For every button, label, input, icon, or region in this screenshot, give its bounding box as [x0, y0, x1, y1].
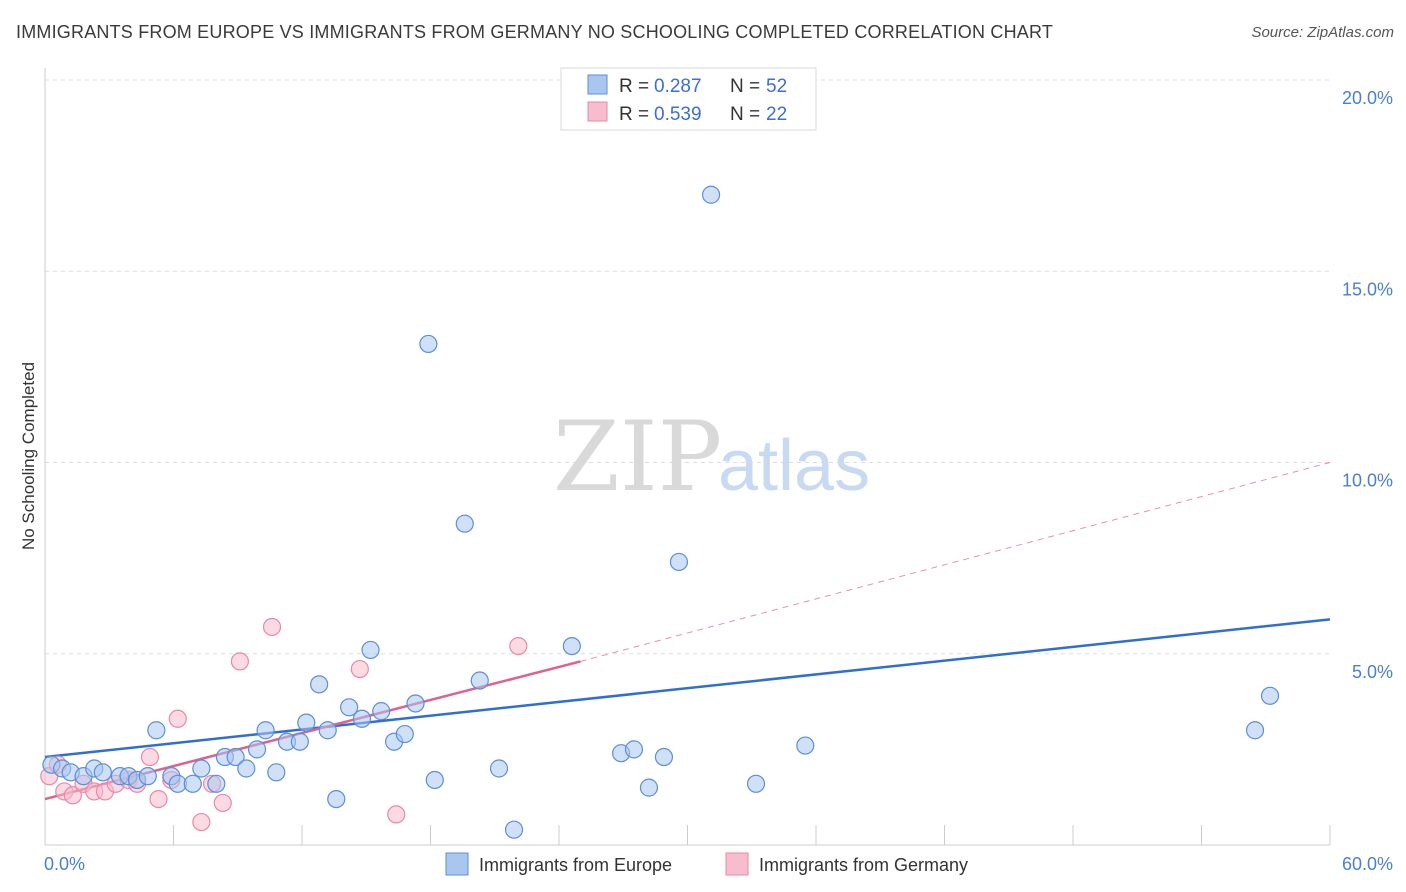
- europe-point: [327, 789, 346, 809]
- europe-point: [701, 185, 721, 204]
- europe-point: [183, 774, 202, 793]
- europe-point: [237, 759, 256, 778]
- bottom-legend-europe-swatch: [445, 852, 469, 876]
- source-label: Source: ZipAtlas.com: [1251, 24, 1394, 41]
- germany-point: [149, 789, 168, 809]
- axes: [44, 68, 1330, 846]
- europe-point: [138, 767, 157, 786]
- europe-point: [746, 774, 766, 793]
- europe-point: [297, 713, 316, 732]
- legend-europe-n-value: 52: [766, 76, 787, 97]
- europe-point: [256, 721, 275, 740]
- germany-point: [387, 805, 406, 824]
- bottom-legend: Immigrants from Europe Immigrants from G…: [445, 852, 968, 876]
- europe-point: [425, 770, 444, 790]
- europe-points: [42, 185, 1280, 839]
- y-tick-label: 5.0%: [1352, 662, 1393, 682]
- germany-point: [262, 617, 282, 637]
- europe-point: [639, 778, 659, 797]
- europe-point: [624, 740, 644, 759]
- europe-point: [654, 747, 674, 767]
- legend-germany-n-label: N =: [730, 104, 760, 125]
- europe-point: [395, 724, 414, 744]
- x-tick-label: 0.0%: [44, 854, 85, 874]
- legend-germany-r-label: R =: [619, 104, 649, 125]
- europe-point: [310, 675, 329, 694]
- germany-point: [63, 786, 82, 805]
- europe-point: [247, 740, 267, 759]
- europe-point: [419, 334, 438, 354]
- europe-point: [372, 702, 391, 721]
- watermark-zip: ZIP: [553, 401, 722, 513]
- top-legend: R = 0.287 N = 52 R = 0.539 N = 22: [560, 67, 817, 131]
- x-tick-label: 60.0%: [1342, 854, 1393, 874]
- europe-point: [455, 514, 474, 533]
- europe-point: [267, 763, 286, 782]
- europe-point: [406, 694, 425, 713]
- europe-point: [192, 759, 211, 778]
- x-tick-labels: 0.0% 60.0%: [44, 854, 1393, 874]
- chart-title: IMMIGRANTS FROM EUROPE VS IMMIGRANTS FRO…: [16, 22, 1054, 42]
- legend-europe-r-label: R =: [619, 76, 649, 97]
- europe-point: [147, 721, 166, 740]
- watermark-atlas: atlas: [718, 426, 870, 506]
- germany-points: [40, 617, 528, 832]
- europe-point: [93, 763, 112, 782]
- europe-point: [340, 698, 359, 717]
- legend-europe-swatch: [587, 74, 608, 95]
- germany-point: [192, 812, 211, 832]
- europe-point: [1245, 721, 1265, 740]
- y-tick-labels: 5.0% 10.0% 15.0% 20.0%: [1342, 88, 1393, 682]
- europe-point: [504, 820, 524, 839]
- europe-point: [470, 671, 489, 690]
- y-axis-label: No Schooling Completed: [19, 362, 38, 550]
- legend-germany-swatch: [587, 101, 608, 122]
- europe-point: [207, 774, 226, 793]
- legend-germany-n-value: 22: [766, 104, 787, 125]
- europe-point: [796, 736, 815, 755]
- legend-europe-n-label: N =: [730, 76, 760, 97]
- y-tick-label: 15.0%: [1342, 279, 1393, 299]
- europe-point: [669, 552, 689, 572]
- germany-point: [230, 652, 249, 671]
- bottom-legend-germany-label: Immigrants from Germany: [759, 855, 968, 875]
- germany-point: [509, 636, 528, 656]
- germany-point: [350, 659, 369, 679]
- europe-point: [352, 709, 372, 728]
- y-tick-label: 10.0%: [1342, 471, 1393, 491]
- germany-point: [213, 793, 232, 813]
- europe-point: [290, 732, 309, 751]
- europe-point: [318, 721, 337, 740]
- germany-trendline-extended: [580, 462, 1331, 662]
- germany-point: [168, 709, 187, 728]
- europe-point: [1260, 686, 1280, 705]
- watermark: ZIP atlas: [553, 401, 870, 513]
- europe-point: [226, 747, 245, 767]
- y-tick-label: 20.0%: [1342, 88, 1393, 108]
- europe-point: [562, 636, 581, 656]
- legend-germany-r-value: 0.539: [654, 104, 702, 125]
- legend-europe-r-value: 0.287: [654, 76, 702, 97]
- europe-trendline: [44, 618, 1331, 759]
- europe-point: [489, 759, 509, 778]
- bottom-legend-germany-swatch: [725, 852, 749, 876]
- europe-point: [361, 640, 380, 660]
- germany-point: [140, 747, 160, 767]
- bottom-legend-europe-label: Immigrants from Europe: [479, 855, 672, 875]
